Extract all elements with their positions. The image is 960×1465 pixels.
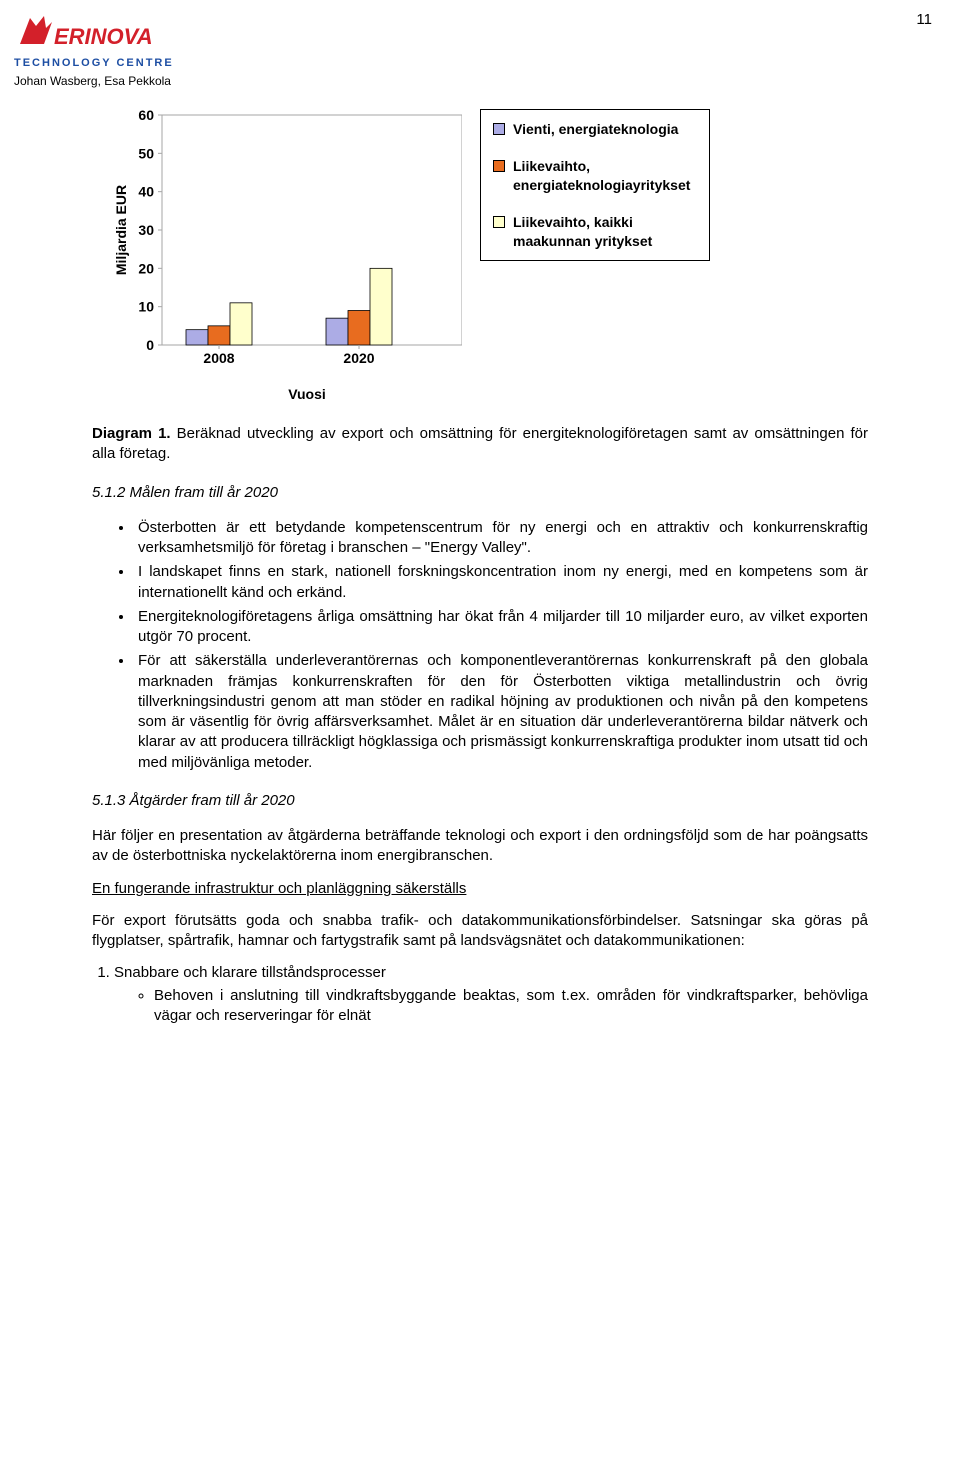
svg-text:40: 40	[138, 184, 154, 200]
main-content: 0102030405060Miljardia EUR200820202040 V…	[92, 109, 868, 1026]
section-513-intro: Här följer en presentation av åtgärderna…	[92, 826, 868, 867]
legend-label: Liikevaihto, energiateknologiayritykset	[513, 157, 697, 195]
section-512-title: 5.1.2 Målen fram till år 2020	[92, 483, 868, 503]
list-item: Energiteknologiföretagens årliga omsättn…	[134, 607, 868, 648]
section-513-title: 5.1.3 Åtgärder fram till år 2020	[92, 791, 868, 811]
list-item: I landskapet finns en stark, nationell f…	[134, 562, 868, 603]
bar-chart: 0102030405060Miljardia EUR200820202040 V…	[112, 109, 462, 404]
list-item: Behoven i anslutning till vindkraftsbygg…	[154, 986, 868, 1027]
diagram-label: Diagram 1.	[92, 425, 171, 442]
page-number: 11	[916, 10, 932, 30]
legend-swatch	[493, 160, 505, 172]
chart-area: 0102030405060Miljardia EUR200820202040 V…	[112, 109, 868, 404]
legend-item: Vienti, energiateknologia	[493, 120, 697, 139]
legend-swatch	[493, 216, 505, 228]
chart-legend: Vienti, energiateknologia Liikevaihto, e…	[480, 109, 710, 261]
svg-text:2020: 2020	[343, 350, 374, 365]
list-item: Snabbare och klarare tillståndsprocesser…	[114, 963, 868, 1026]
svg-text:10: 10	[138, 299, 154, 315]
section-513-subheading: En fungerande infrastruktur och planlägg…	[92, 879, 868, 899]
svg-text:20: 20	[138, 260, 154, 276]
svg-text:Miljardia EUR: Miljardia EUR	[113, 185, 129, 275]
legend-swatch	[493, 123, 505, 135]
section-513-para: För export förutsätts goda och snabba tr…	[92, 911, 868, 952]
numbered-list: Snabbare och klarare tillståndsprocesser…	[92, 963, 868, 1026]
svg-text:2008: 2008	[203, 350, 234, 365]
svg-text:30: 30	[138, 222, 154, 238]
legend-label: Vienti, energiateknologia	[513, 120, 678, 139]
legend-item: Liikevaihto, energiateknologiayritykset	[493, 157, 697, 195]
legend-item: Liikevaihto, kaikki maakunnan yritykset	[493, 213, 697, 251]
diagram-caption: Diagram 1. Beräknad utveckling av export…	[92, 424, 868, 465]
svg-text:60: 60	[138, 109, 154, 123]
page-header: ERINOVA TECHNOLOGY CENTRE Johan Wasberg,…	[0, 0, 960, 89]
authors: Johan Wasberg, Esa Pekkola	[14, 73, 960, 89]
chart-x-label: Vuosi	[152, 385, 462, 404]
diagram-text: Beräknad utveckling av export och omsätt…	[92, 425, 868, 462]
goals-list: Österbotten är ett betydande kompetensce…	[92, 518, 868, 773]
numbered-label: Snabbare och klarare tillståndsprocesser	[114, 964, 386, 981]
list-item: För att säkerställa underleverantörernas…	[134, 651, 868, 773]
logo: ERINOVA TECHNOLOGY CENTRE	[14, 14, 204, 71]
sub-list: Behoven i anslutning till vindkraftsbygg…	[114, 986, 868, 1027]
logo-subtitle: TECHNOLOGY CENTRE	[14, 56, 204, 71]
svg-text:0: 0	[146, 337, 154, 353]
list-item: Österbotten är ett betydande kompetensce…	[134, 518, 868, 559]
svg-text:50: 50	[138, 145, 154, 161]
chart-svg: 0102030405060Miljardia EUR200820202040	[112, 109, 462, 365]
logo-brand-text: ERINOVA	[54, 24, 153, 49]
logo-mark: ERINOVA	[14, 14, 204, 60]
legend-label: Liikevaihto, kaikki maakunnan yritykset	[513, 213, 697, 251]
